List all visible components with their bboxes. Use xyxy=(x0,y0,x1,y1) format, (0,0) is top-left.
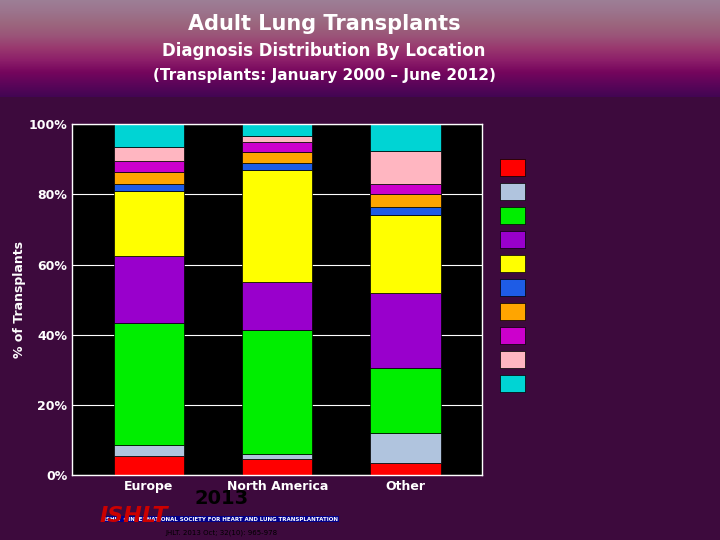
Bar xyxy=(370,184,441,194)
Bar xyxy=(242,454,312,460)
Bar xyxy=(114,322,184,446)
Text: Adult Lung Transplants: Adult Lung Transplants xyxy=(188,14,460,35)
Bar xyxy=(114,191,184,256)
Text: JHLT. 2013 Oct; 32(10): 965-978: JHLT. 2013 Oct; 32(10): 965-978 xyxy=(166,530,277,536)
Bar xyxy=(242,163,312,170)
Text: ISHLT: ISHLT xyxy=(99,506,168,526)
Bar xyxy=(500,231,525,247)
Bar xyxy=(242,152,312,163)
Bar xyxy=(242,170,312,282)
Bar xyxy=(242,123,312,137)
Bar xyxy=(370,151,441,184)
Bar xyxy=(500,327,525,343)
Text: Diagnosis Distribution By Location: Diagnosis Distribution By Location xyxy=(162,42,486,60)
Bar xyxy=(114,124,184,147)
Text: (Transplants: January 2000 – June 2012): (Transplants: January 2000 – June 2012) xyxy=(153,68,495,83)
Bar xyxy=(500,303,525,320)
Bar xyxy=(370,194,441,207)
Bar xyxy=(370,215,441,293)
Bar xyxy=(114,256,184,322)
Bar xyxy=(114,161,184,172)
Text: 2013: 2013 xyxy=(194,489,248,508)
Text: ISHLT • INTERNATIONAL SOCIETY FOR HEART AND LUNG TRANSPLANTATION: ISHLT • INTERNATIONAL SOCIETY FOR HEART … xyxy=(104,517,338,522)
Bar xyxy=(114,184,184,191)
Bar xyxy=(500,207,525,224)
Bar xyxy=(114,172,184,184)
Bar xyxy=(114,446,184,456)
Bar xyxy=(114,456,184,475)
Bar xyxy=(370,207,441,215)
Bar xyxy=(242,329,312,454)
Bar xyxy=(242,460,312,475)
Bar xyxy=(242,282,312,329)
Bar xyxy=(500,352,525,368)
Bar xyxy=(242,137,312,141)
Bar xyxy=(370,433,441,463)
Y-axis label: % of Transplants: % of Transplants xyxy=(13,241,26,358)
Bar xyxy=(500,255,525,272)
Bar xyxy=(370,124,441,151)
Bar xyxy=(500,279,525,295)
Bar xyxy=(370,368,441,433)
Bar xyxy=(500,159,525,176)
Bar xyxy=(370,293,441,368)
Bar xyxy=(370,463,441,475)
Bar xyxy=(500,183,525,199)
Bar xyxy=(114,147,184,161)
Bar xyxy=(500,375,525,391)
Bar xyxy=(242,141,312,152)
